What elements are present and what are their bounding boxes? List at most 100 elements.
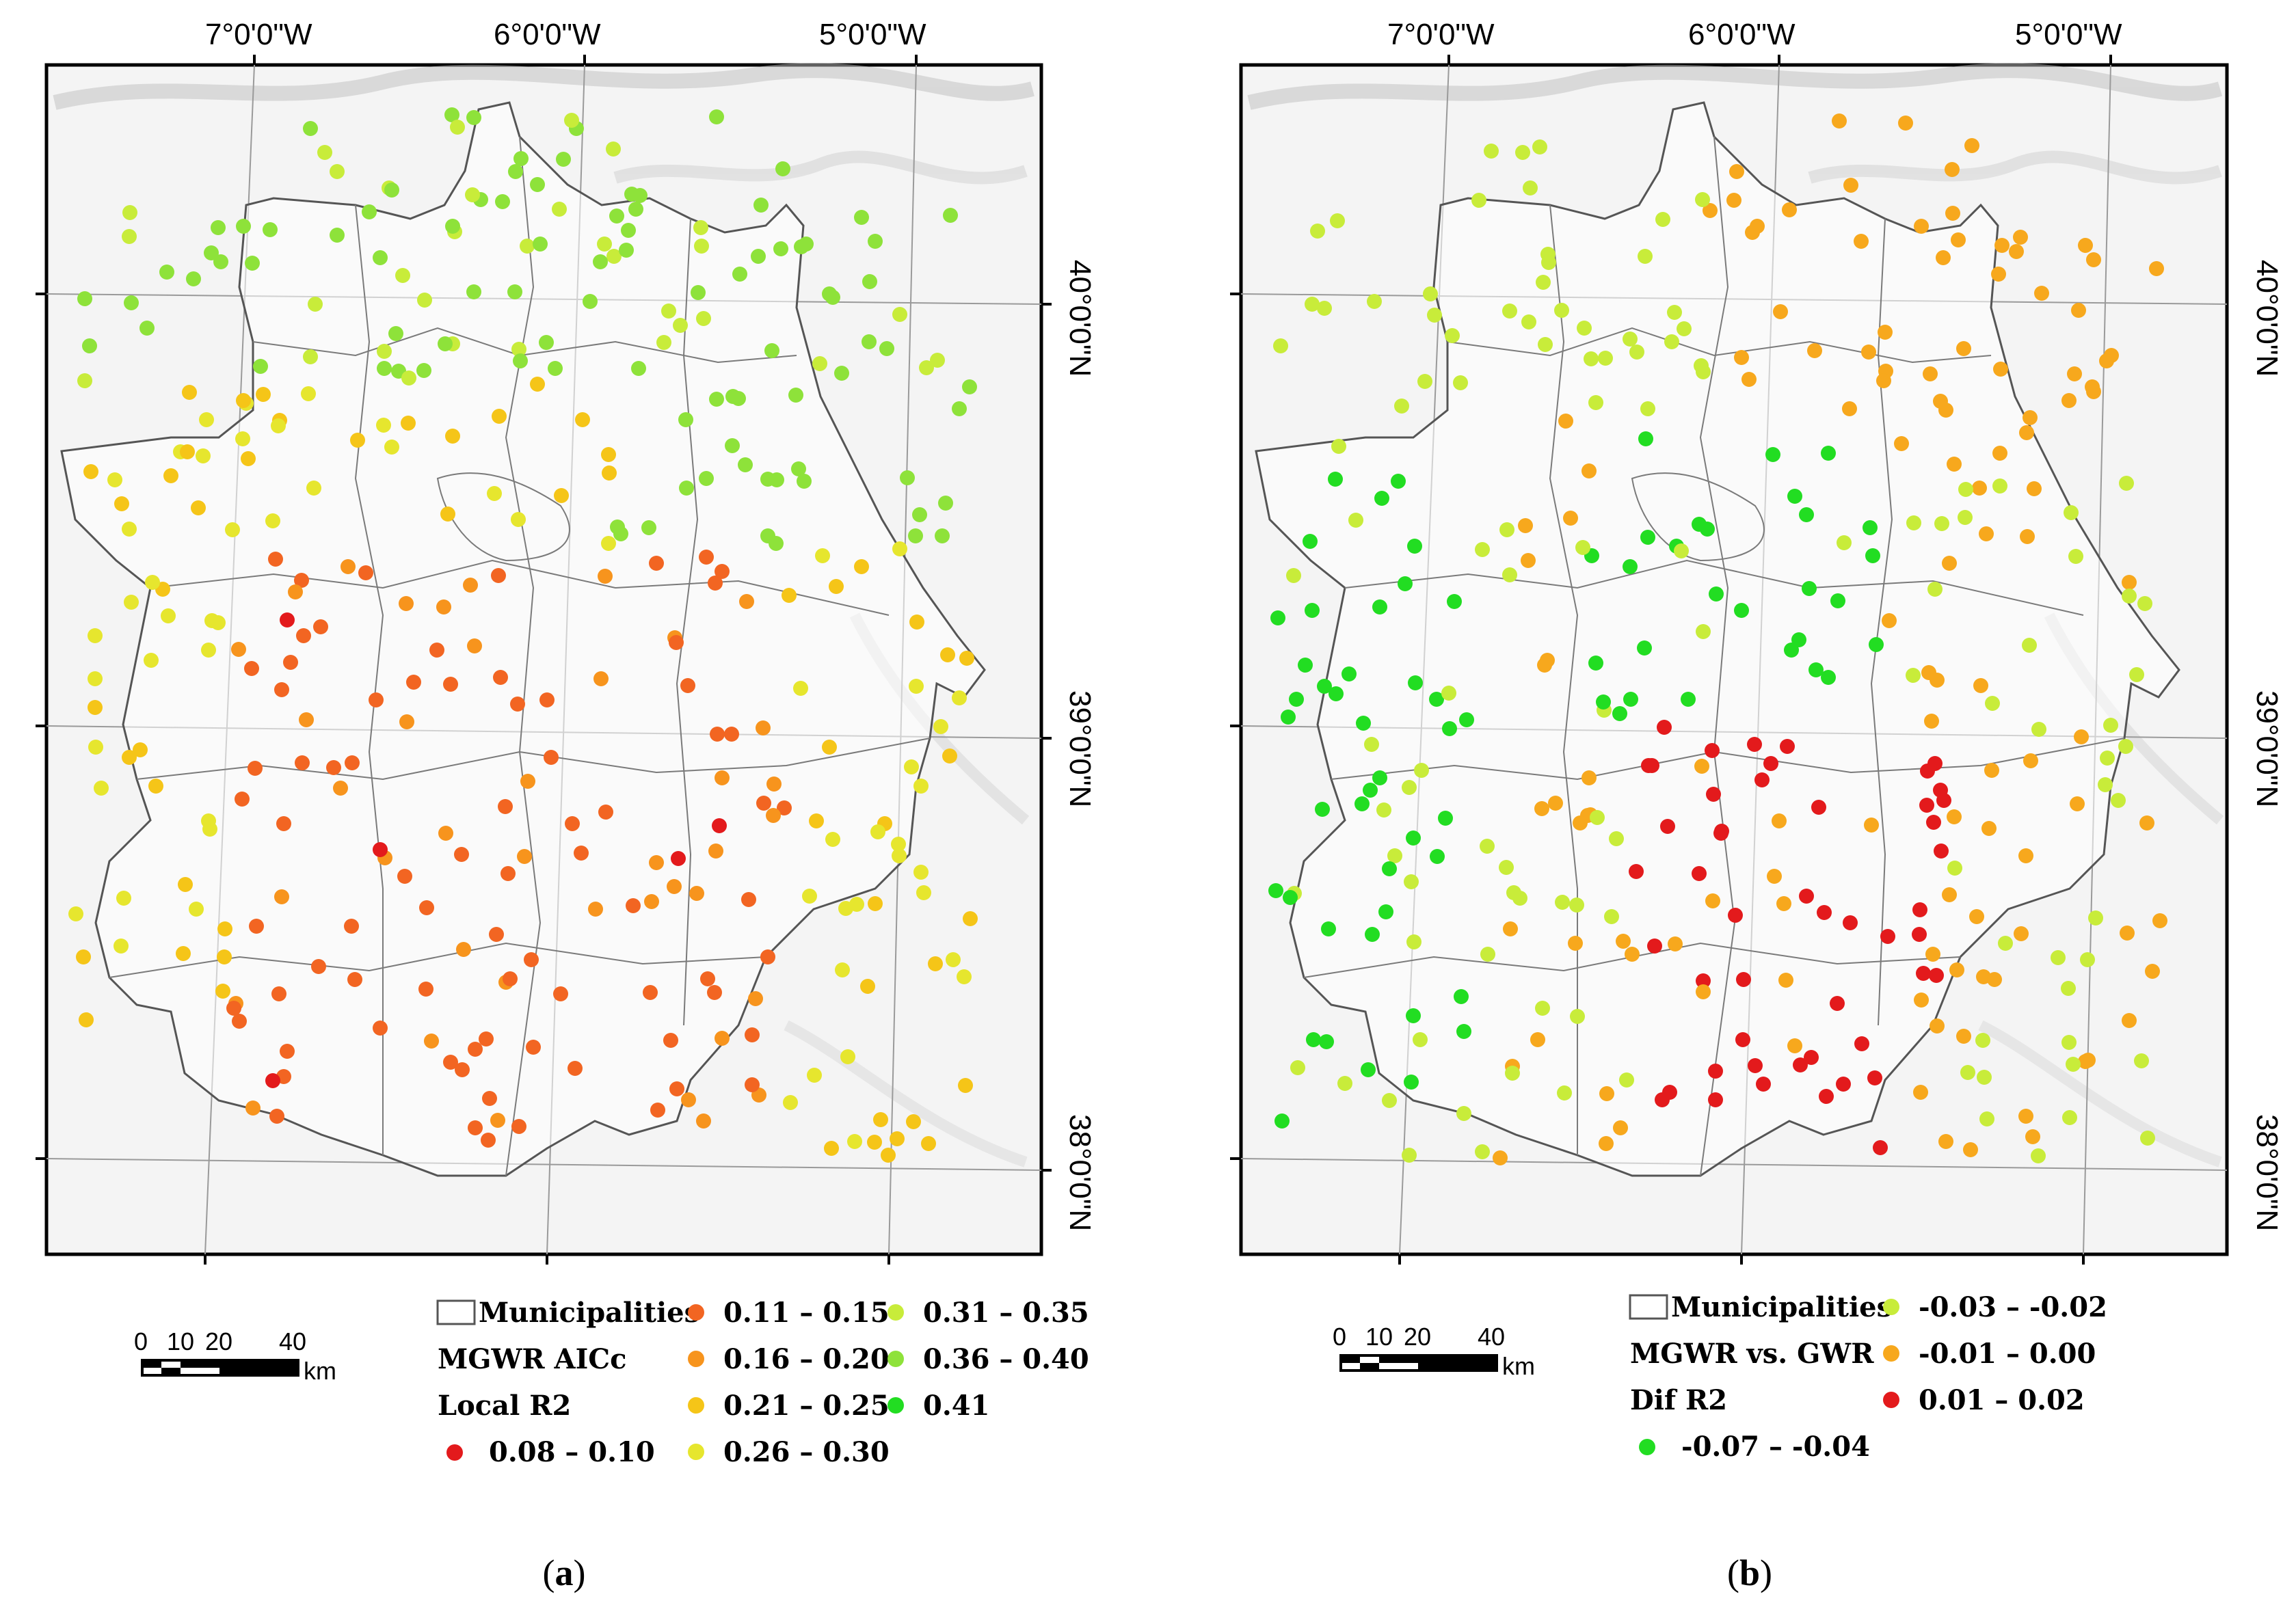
municipality-point — [679, 481, 694, 496]
municipality-point — [1938, 1134, 1953, 1149]
municipality-point — [122, 750, 137, 765]
municipality-point — [1655, 212, 1670, 227]
municipality-point — [299, 712, 314, 727]
municipality-point — [189, 902, 204, 917]
municipality-point — [699, 471, 714, 486]
municipality-point — [330, 228, 345, 243]
municipality-point — [1532, 139, 1547, 154]
municipality-point — [487, 486, 502, 501]
municipality-point — [1453, 375, 1468, 390]
municipality-point — [456, 942, 471, 957]
municipality-point — [330, 164, 345, 179]
municipality-point — [1913, 1085, 1928, 1100]
municipality-point — [83, 464, 98, 479]
municipality-point — [1660, 819, 1675, 834]
municipality-point — [2122, 1013, 2137, 1028]
municipality-point — [593, 254, 608, 269]
municipality-point — [1298, 658, 1313, 673]
municipality-point — [1337, 1076, 1352, 1091]
municipality-point — [1364, 737, 1379, 752]
municipality-point — [1942, 556, 1957, 571]
municipality-point — [1842, 401, 1857, 416]
municipality-point — [204, 245, 219, 260]
municipality-point — [443, 677, 458, 692]
municipality-point — [1570, 1009, 1585, 1024]
municipality-point — [867, 1135, 882, 1150]
municipality-point — [1694, 759, 1709, 774]
municipality-point — [860, 979, 875, 994]
municipality-point — [1315, 802, 1330, 817]
municipality-point — [191, 500, 206, 515]
municipality-point — [1493, 1150, 1508, 1165]
municipality-point — [114, 496, 129, 511]
municipality-point — [881, 1148, 896, 1163]
municipality-point — [295, 755, 310, 770]
municipality-point — [1581, 770, 1597, 785]
municipality-point — [715, 1031, 730, 1046]
municipality-point — [649, 556, 664, 571]
municipality-point — [182, 385, 197, 400]
municipality-point — [952, 690, 967, 705]
municipality-point — [124, 295, 139, 310]
municipality-point — [1536, 275, 1551, 290]
municipality-point — [1998, 936, 2013, 951]
municipality-point — [466, 110, 481, 125]
municipality-point — [802, 889, 817, 904]
lon-label-7w: 7°0'0"W — [205, 18, 312, 51]
municipality-point — [710, 727, 725, 742]
municipality-point — [444, 107, 459, 122]
municipality-point — [661, 303, 676, 319]
municipality-point — [1456, 1024, 1471, 1039]
municipality-point — [2122, 589, 2137, 604]
municipality-point — [1534, 801, 1549, 816]
municipality-point — [700, 971, 715, 986]
municipality-point — [773, 241, 788, 256]
municipality-point — [94, 781, 109, 796]
municipality-point — [2062, 1110, 2077, 1125]
municipality-point — [1317, 301, 1332, 316]
municipality-point — [2140, 1131, 2155, 1146]
municipality-point — [1363, 783, 1378, 798]
municipality-point — [799, 237, 814, 252]
municipality-point — [2078, 238, 2093, 253]
lat-label-40n: 40°0'0"N — [2250, 260, 2284, 377]
municipality-point — [815, 548, 830, 563]
municipality-point — [401, 370, 416, 386]
municipality-point — [77, 291, 92, 306]
legend-label-class8: 0.41 — [923, 1390, 989, 1422]
municipality-point — [2019, 425, 2034, 440]
municipality-point — [1330, 213, 1345, 228]
municipality-point — [892, 848, 907, 863]
municipality-point — [1538, 337, 1553, 352]
municipality-point — [732, 267, 747, 282]
municipality-point — [1984, 763, 1999, 778]
municipality-point — [482, 1091, 497, 1106]
municipality-point — [938, 496, 953, 511]
municipality-point — [1289, 692, 1304, 707]
municipality-point — [76, 949, 91, 964]
municipality-point — [2103, 718, 2118, 733]
scale-tick-40: 40 — [279, 1327, 306, 1355]
caption-b-letter: b — [1739, 1552, 1761, 1593]
municipality-point — [1613, 1120, 1628, 1135]
municipality-point — [1864, 818, 1879, 833]
municipality-point — [492, 409, 507, 424]
municipality-point — [631, 361, 646, 376]
region-outline — [60, 101, 986, 1177]
municipality-point — [1763, 756, 1778, 771]
municipality-point — [1590, 810, 1605, 825]
municipality-point — [1512, 891, 1527, 906]
legend-label-class1: 0.08 – 0.10 — [489, 1436, 655, 1468]
municipality-point — [641, 520, 656, 535]
municipality-point — [1930, 673, 1945, 688]
municipality-point — [1372, 770, 1387, 785]
municipality-point — [122, 229, 137, 244]
municipality-point — [1925, 947, 1940, 962]
municipality-point — [574, 846, 589, 861]
municipality-point — [1616, 934, 1631, 949]
map-a-svg: 7°0'0"W 6°0'0"W 5°0'0"W 40°0'0"N 39°0'0"… — [36, 18, 1097, 1468]
municipality-point — [909, 615, 924, 630]
municipality-point — [249, 919, 264, 934]
municipality-point — [317, 145, 332, 160]
municipality-point — [263, 222, 278, 237]
